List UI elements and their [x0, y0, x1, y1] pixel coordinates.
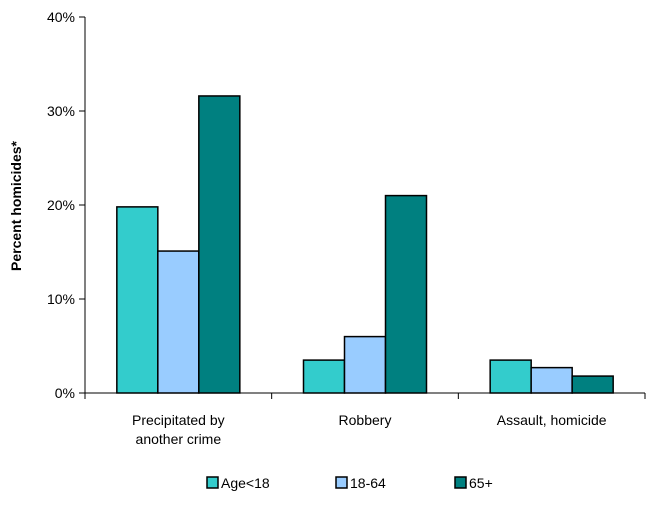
- y-tick-label: 30%: [47, 103, 75, 119]
- legend-label: Age<18: [221, 475, 270, 491]
- bar: [571, 375, 614, 394]
- bar: [157, 250, 200, 394]
- x-axis: Precipitated by another crime Robbery Assau…: [84, 392, 646, 447]
- bar: [530, 366, 573, 394]
- y-tick-label: 40%: [47, 9, 75, 25]
- bars: [116, 95, 614, 394]
- y-axis: 0% 10% 20% 30% 40%: [47, 9, 86, 401]
- legend-label: 65+: [469, 475, 493, 491]
- legend: Age<18 18-64 65+: [206, 475, 493, 491]
- legend-swatch: [206, 476, 219, 489]
- y-axis-label: Percent homicides*: [8, 140, 24, 270]
- x-tick-label: Precipitated by another crime: [132, 412, 225, 447]
- bar: [302, 359, 346, 394]
- legend-swatch: [454, 476, 467, 489]
- y-tick-label: 0%: [55, 385, 75, 401]
- bar: [489, 359, 532, 394]
- x-tick-label: Assault, homicide: [497, 412, 607, 428]
- y-tick-label: 10%: [47, 291, 75, 307]
- bar: [343, 335, 387, 394]
- legend-label: 18-64: [350, 475, 386, 491]
- bar: [198, 95, 241, 394]
- bar: [116, 206, 159, 394]
- bar: [384, 194, 428, 394]
- y-tick-label: 20%: [47, 197, 75, 213]
- x-tick-label: Robbery: [339, 412, 392, 428]
- legend-swatch: [335, 476, 348, 489]
